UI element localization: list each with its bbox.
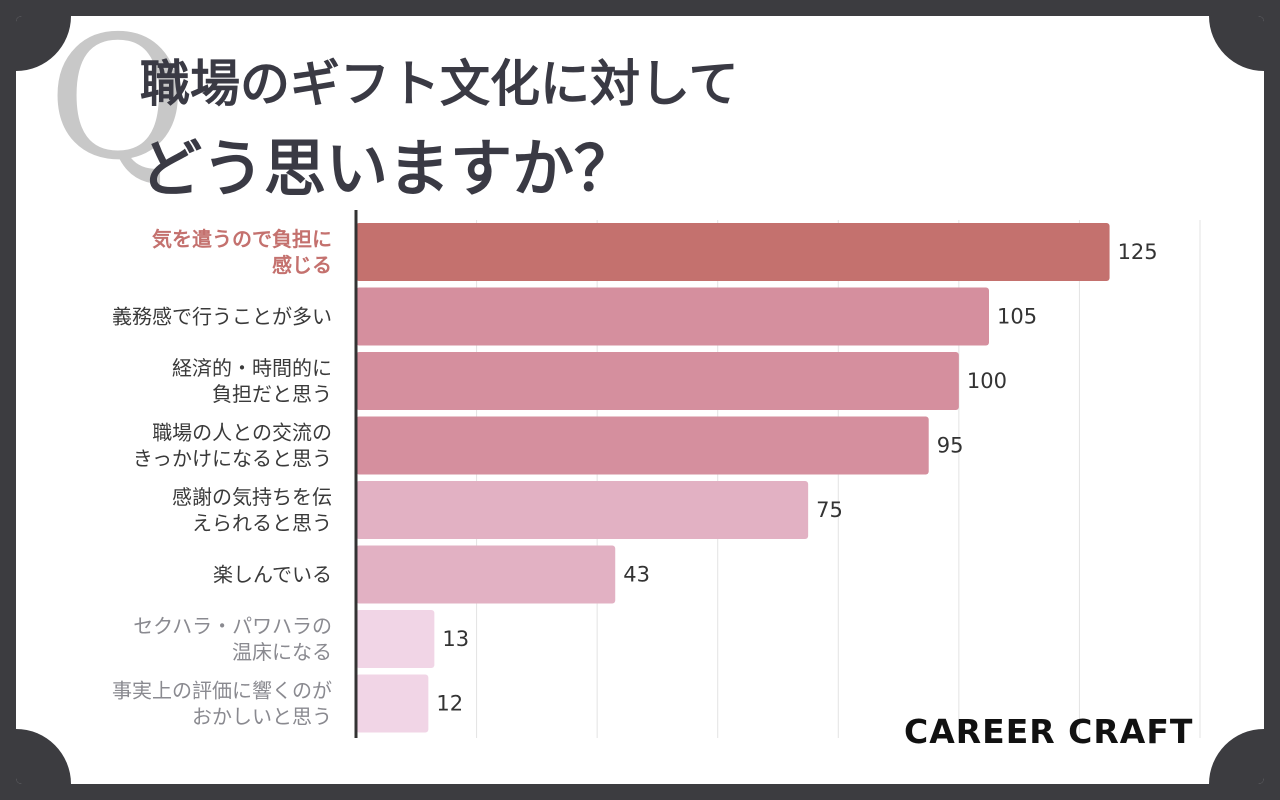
title-line-1: 職場のギフト文化に対して [140,55,739,113]
bar [356,416,929,475]
question-mark-letter: Q [48,0,188,198]
category-label: えられると思う [192,511,332,535]
bar [356,674,429,733]
category-label: 温床になる [232,640,332,664]
bar [356,545,616,604]
value-label: 13 [442,627,469,651]
bar [356,352,959,410]
category-label: おかしいと思う [192,705,332,729]
category-label: 職場の人との交流の [152,421,332,445]
category-label: 楽しんでいる [213,563,332,587]
category-label: 気を遣うので負担に [152,227,332,251]
category-label: セクハラ・パワハラの [133,614,332,638]
value-label: 125 [1118,240,1158,264]
category-label: 感じる [272,253,332,277]
category-label: 義務感で行うことが多い [112,305,332,329]
category-label: 経済的・時間的に [172,356,332,380]
value-label: 100 [967,369,1007,393]
category-label: 事実上の評価に響くのが [112,679,332,703]
value-label: 75 [816,498,843,522]
bar [356,610,435,668]
bar [356,481,809,539]
title-line-2: どう思いますか？ [140,132,637,205]
value-label: 12 [436,692,463,716]
category-label: 感謝の気持ちを伝 [172,485,332,509]
value-label: 105 [997,305,1037,329]
bar [356,223,1110,281]
bar [356,287,989,346]
brand-logo: CAREER CRAFT [904,712,1194,751]
category-label: 負担だと思う [212,382,332,406]
value-label: 43 [623,563,650,587]
value-label: 95 [937,434,964,458]
category-label: きっかけになると思う [133,447,332,471]
